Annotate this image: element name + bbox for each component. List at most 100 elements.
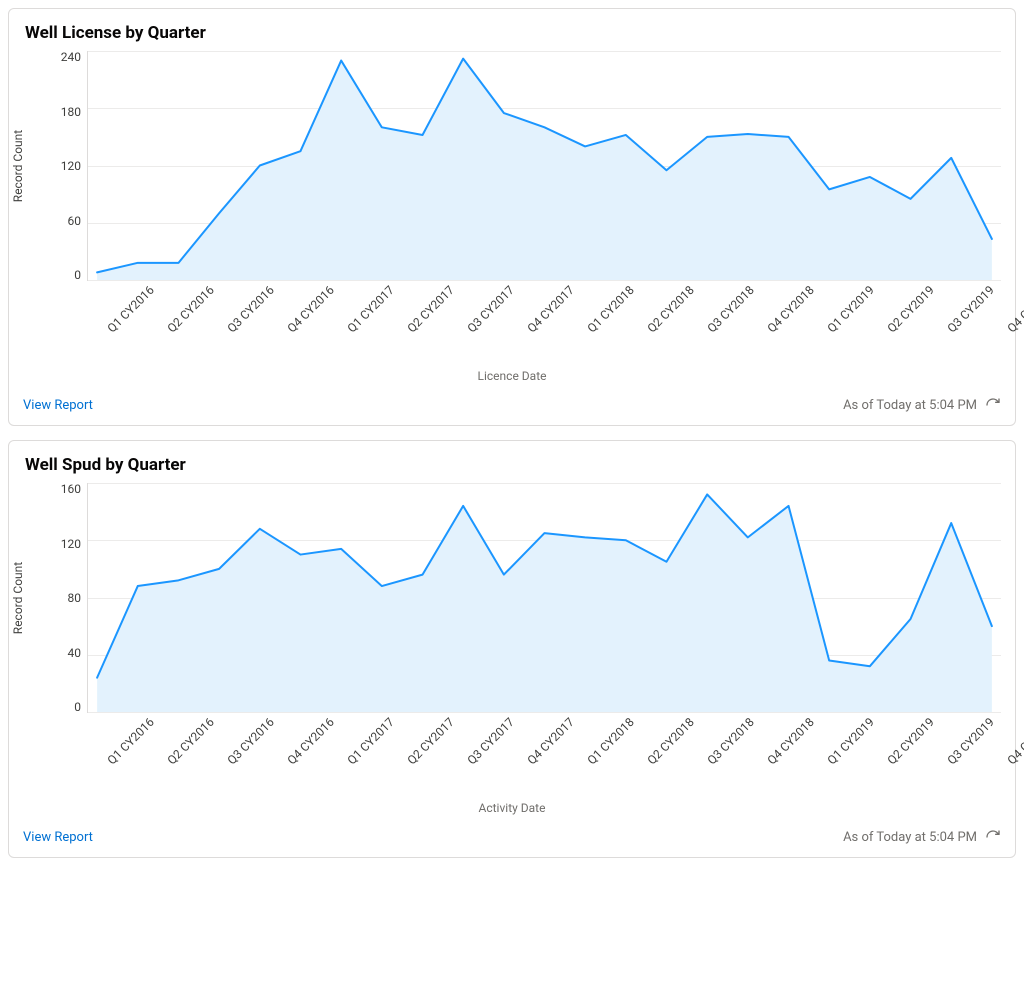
y-tick: 0 [74,269,81,281]
x-tick: Q4 CY2019 [1004,283,1024,335]
x-tick-label: Q3 CY2017 [464,283,516,335]
gridline [88,280,1001,281]
x-tick-label: Q1 CY2019 [824,715,876,767]
x-axis-label: Activity Date [23,801,1001,815]
x-tick: Q4 CY2017 [524,283,576,335]
chart-body: 240 180 120 60 0 Q1 CY2016Q2 CY2016Q3 CY2016… [23,51,1001,383]
x-tick-label: Q2 CY2016 [165,283,217,335]
x-tick: Q3 CY2019 [944,283,996,335]
x-tick-label: Q4 CY2019 [1004,715,1024,767]
x-tick-label: Q1 CY2016 [105,283,157,335]
x-tick: Q1 CY2018 [584,283,636,335]
y-tick: 40 [68,647,82,659]
x-tick: Q2 CY2016 [165,715,217,767]
x-tick-label: Q2 CY2018 [644,283,696,335]
card-footer: View Report As of Today at 5:04 PM [23,829,1001,845]
x-tick: Q1 CY2017 [345,283,397,335]
x-tick: Q2 CY2017 [404,283,456,335]
x-tick-label: Q4 CY2018 [764,715,816,767]
chart-body: 16012080400 Q1 CY2016Q2 CY2016Q3 CY2016Q… [23,483,1001,815]
x-axis: Q1 CY2016Q2 CY2016Q3 CY2016Q4 CY2016Q1 C… [23,715,1001,793]
plot-row: 16012080400 [23,483,1001,713]
x-tick-label: Q3 CY2019 [944,715,996,767]
x-tick-label: Q1 CY2017 [345,715,397,767]
x-tick: Q2 CY2017 [404,715,456,767]
view-report-link[interactable]: View Report [23,398,93,413]
x-tick: Q1 CY2016 [105,283,157,335]
x-tick: Q3 CY2019 [944,715,996,767]
y-tick: 120 [61,538,81,550]
x-tick: Q1 CY2019 [824,715,876,767]
chart-card: Well Spud by Quarter16012080400 Q1 CY201… [8,440,1016,858]
footer-right: As of Today at 5:04 PM [843,397,1001,413]
x-tick-label: Q1 CY2016 [105,715,157,767]
x-tick-label: Q2 CY2019 [884,283,936,335]
series-svg [88,483,1001,712]
x-tick: Q3 CY2018 [704,715,756,767]
x-tick-label: Q2 CY2017 [404,715,456,767]
area-fill [97,494,992,712]
plot-area [87,483,1001,713]
chart-title: Well License by Quarter [25,23,1001,43]
y-tick: 240 [61,51,81,63]
y-axis: 240 180 120 60 0 [23,51,87,281]
x-tick-label: Q1 CY2018 [584,715,636,767]
x-tick: Q2 CY2016 [165,283,217,335]
x-axis-label: Licence Date [23,369,1001,383]
x-tick: Q3 CY2016 [225,283,277,335]
gridline [88,712,1001,713]
x-tick: Q3 CY2016 [225,715,277,767]
x-tick-label: Q1 CY2018 [584,283,636,335]
footer-right: As of Today at 5:04 PM [843,829,1001,845]
x-tick: Q4 CY2016 [285,715,337,767]
x-tick-label: Q1 CY2017 [345,283,397,335]
x-tick-label: Q2 CY2019 [884,715,936,767]
y-tick: 180 [61,106,81,118]
x-tick-label: Q4 CY2016 [285,715,337,767]
x-tick: Q2 CY2018 [644,715,696,767]
x-tick: Q4 CY2016 [285,283,337,335]
x-tick: Q2 CY2018 [644,283,696,335]
x-axis-ticks: Q1 CY2016Q2 CY2016Q3 CY2016Q4 CY2016Q1 C… [87,715,1001,729]
refresh-icon[interactable] [985,829,1001,845]
x-tick-label: Q3 CY2018 [704,715,756,767]
x-tick: Q2 CY2019 [884,715,936,767]
chart-card: Well License by Quarter 240 180 120 60 0 Q1 C… [8,8,1016,426]
x-tick-label: Q2 CY2017 [404,283,456,335]
x-tick-label: Q2 CY2016 [165,715,217,767]
y-tick: 160 [61,483,81,495]
x-tick: Q1 CY2019 [824,283,876,335]
view-report-link[interactable]: View Report [23,830,93,845]
y-tick: 80 [68,592,82,604]
x-axis-ticks: Q1 CY2016Q2 CY2016Q3 CY2016Q4 CY2016Q1 C… [87,283,1001,297]
x-tick: Q4 CY2018 [764,283,816,335]
x-tick-label: Q4 CY2017 [524,283,576,335]
y-axis-label: Record Count [11,562,25,634]
y-tick: 60 [68,215,82,227]
as-of-text: As of Today at 5:04 PM [843,830,977,845]
x-tick: Q2 CY2019 [884,283,936,335]
x-tick-label: Q3 CY2019 [944,283,996,335]
x-tick-label: Q4 CY2016 [285,283,337,335]
x-tick-label: Q4 CY2019 [1004,283,1024,335]
area-fill [97,59,992,280]
chart-title: Well Spud by Quarter [25,455,1001,475]
y-axis: 16012080400 [23,483,87,713]
y-axis-label: Record Count [11,130,25,202]
x-tick-label: Q3 CY2018 [704,283,756,335]
refresh-icon[interactable] [985,397,1001,413]
x-tick: Q3 CY2018 [704,283,756,335]
plot-area [87,51,1001,281]
x-tick-label: Q2 CY2018 [644,715,696,767]
x-tick: Q1 CY2018 [584,715,636,767]
x-tick: Q3 CY2017 [464,283,516,335]
y-tick: 120 [61,160,81,172]
x-tick: Q4 CY2019 [1004,715,1024,767]
x-tick-label: Q1 CY2019 [824,283,876,335]
as-of-text: As of Today at 5:04 PM [843,398,977,413]
plot-row: 240 180 120 60 0 [23,51,1001,281]
x-tick-label: Q4 CY2017 [524,715,576,767]
x-tick: Q4 CY2018 [764,715,816,767]
x-tick: Q1 CY2017 [345,715,397,767]
x-tick-label: Q4 CY2018 [764,283,816,335]
